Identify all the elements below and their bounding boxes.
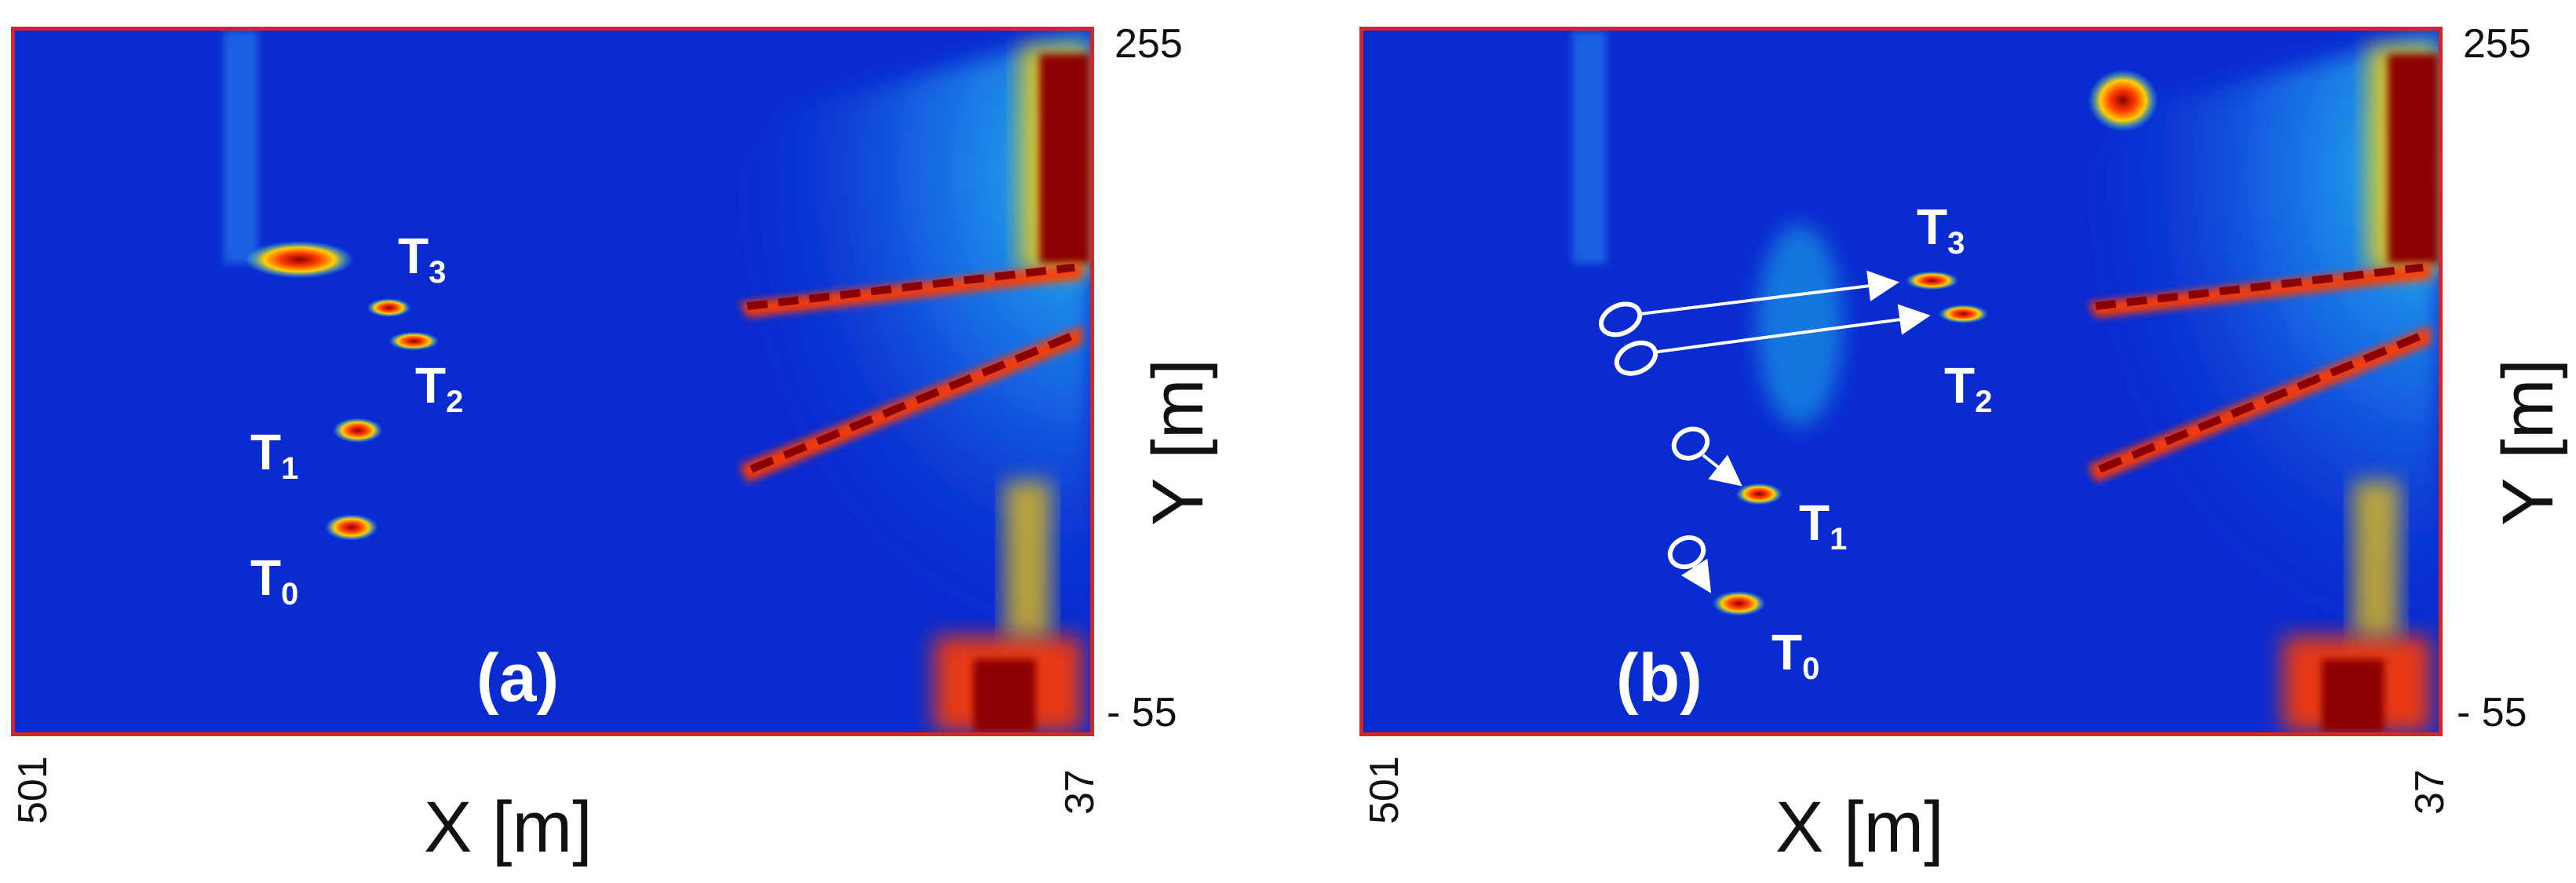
x-axis-label-a: X [m] bbox=[424, 787, 593, 867]
x-tick-right-b: 37 bbox=[2407, 769, 2453, 815]
target-label-t2: T2 bbox=[415, 357, 464, 419]
target-label-t0: T0 bbox=[250, 549, 299, 611]
panel-b-heatmap bbox=[1363, 31, 2439, 732]
panel-a-radar-image: T3 T2 T1 T0 (a) bbox=[11, 27, 1094, 736]
target-label-t1: T1 bbox=[1799, 494, 1848, 556]
y-tick-bottom-a: - 55 bbox=[1107, 690, 1177, 735]
target-label-t0: T0 bbox=[1771, 624, 1820, 686]
panel-a-letter: (a) bbox=[476, 640, 560, 716]
x-tick-left-a: 501 bbox=[10, 756, 56, 824]
target-label-t3: T3 bbox=[1917, 199, 1965, 261]
target-label-t2: T2 bbox=[1944, 357, 1993, 419]
target-label-t1: T1 bbox=[250, 424, 299, 486]
x-tick-right-a: 37 bbox=[1057, 769, 1103, 815]
target-label-t3: T3 bbox=[398, 228, 447, 290]
x-tick-left-b: 501 bbox=[1362, 756, 1407, 824]
panel-b-radar-image: T3 T2 T1 T0 (b) bbox=[1359, 27, 2443, 736]
panel-b-letter: (b) bbox=[1616, 640, 1702, 716]
y-tick-top-b: 255 bbox=[2463, 21, 2531, 67]
y-tick-top-a: 255 bbox=[1115, 21, 1183, 67]
y-axis-label-a: Y [m] bbox=[1138, 358, 1218, 526]
panel-a-heatmap bbox=[15, 31, 1090, 732]
y-axis-label-b: Y [m] bbox=[2488, 358, 2568, 526]
x-axis-label-b: X [m] bbox=[1775, 787, 1944, 867]
y-tick-bottom-b: - 55 bbox=[2457, 690, 2527, 735]
